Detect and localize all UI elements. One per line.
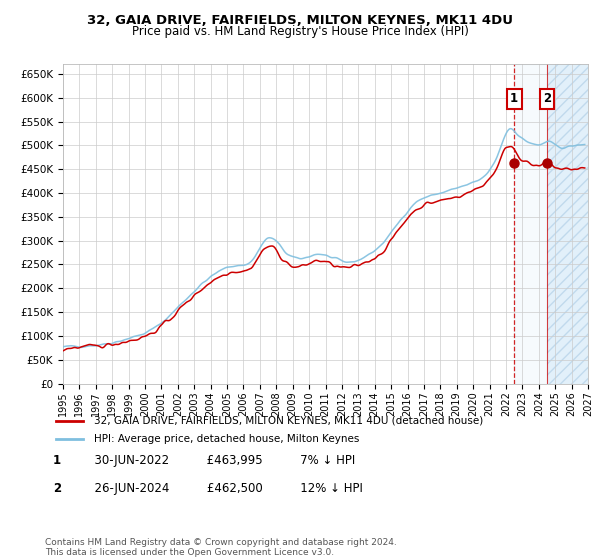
Text: Price paid vs. HM Land Registry's House Price Index (HPI): Price paid vs. HM Land Registry's House … [131,25,469,38]
Text: 1: 1 [53,454,61,467]
Text: 2: 2 [53,482,61,495]
Text: Contains HM Land Registry data © Crown copyright and database right 2024.
This d: Contains HM Land Registry data © Crown c… [45,538,397,557]
Bar [547,64,588,384]
Text: 30-JUN-2022          £463,995          7% ↓ HPI: 30-JUN-2022 £463,995 7% ↓ HPI [87,454,355,467]
Text: 2: 2 [543,92,551,105]
Bar [514,64,588,384]
Text: 1: 1 [510,92,518,105]
Text: 32, GAIA DRIVE, FAIRFIELDS, MILTON KEYNES, MK11 4DU (detached house): 32, GAIA DRIVE, FAIRFIELDS, MILTON KEYNE… [94,416,483,426]
Bar [547,64,588,384]
Text: 32, GAIA DRIVE, FAIRFIELDS, MILTON KEYNES, MK11 4DU: 32, GAIA DRIVE, FAIRFIELDS, MILTON KEYNE… [87,14,513,27]
Text: 26-JUN-2024          £462,500          12% ↓ HPI: 26-JUN-2024 £462,500 12% ↓ HPI [87,482,363,495]
Text: HPI: Average price, detached house, Milton Keynes: HPI: Average price, detached house, Milt… [94,434,359,444]
